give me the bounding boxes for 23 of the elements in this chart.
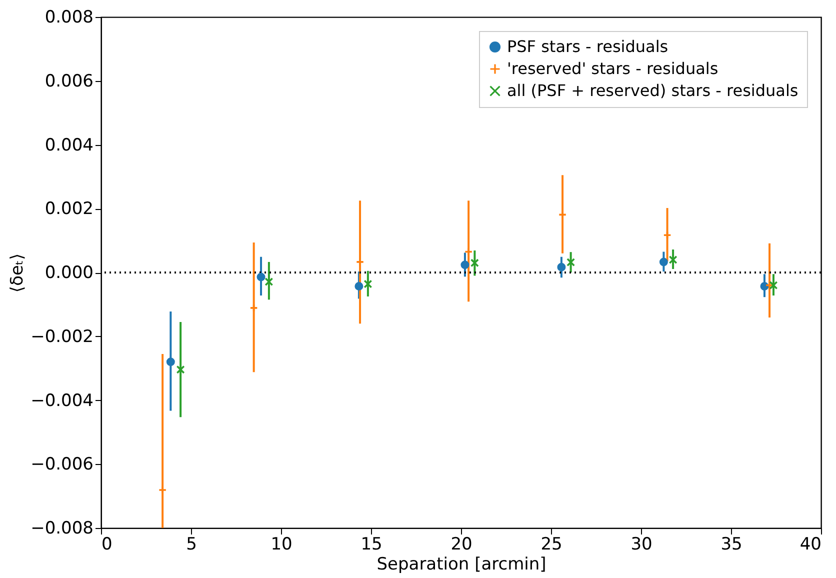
y-tick-label: 0.004 — [44, 135, 94, 156]
y-axis-title: ⟨δeₜ⟩ — [8, 253, 28, 293]
legend-label: PSF stars - residuals — [507, 37, 668, 56]
x-tick-label: 5 — [186, 534, 197, 554]
legend-label: 'reserved' stars - residuals — [507, 59, 718, 78]
y-tick-label: 0.006 — [44, 71, 94, 92]
y-tick-label: −0.006 — [30, 454, 94, 475]
x-tick-label: 0 — [102, 534, 112, 554]
x-tick-label: 35 — [720, 534, 742, 554]
y-tick-label: −0.002 — [30, 326, 94, 347]
x-tick-label: 10 — [270, 534, 292, 554]
y-tick-label: 0.002 — [44, 199, 94, 220]
y-tick-label: −0.004 — [30, 390, 94, 411]
x-tick-label: 15 — [360, 534, 382, 554]
y-tick-label: 0.008 — [44, 8, 94, 28]
x-tick-label: 25 — [540, 534, 562, 554]
y-tick-label: −0.008 — [30, 518, 94, 538]
x-tick-label: 20 — [450, 534, 472, 554]
x-tick-label: 40 — [800, 534, 822, 554]
y-tick-label: 0.000 — [44, 263, 94, 283]
x-axis-title: Separation [arcmin] — [376, 554, 546, 574]
legend-label: all (PSF + reserved) stars - residuals — [507, 81, 798, 100]
x-tick-label: 30 — [630, 534, 652, 554]
